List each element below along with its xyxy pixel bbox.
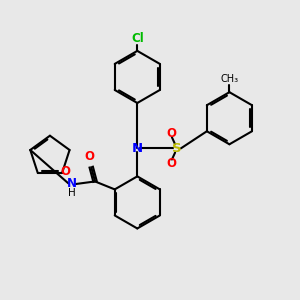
Text: O: O bbox=[166, 157, 176, 170]
Text: O: O bbox=[166, 127, 176, 140]
Text: H: H bbox=[68, 188, 76, 198]
Text: O: O bbox=[85, 150, 94, 163]
Text: N: N bbox=[67, 178, 77, 190]
Text: S: S bbox=[172, 142, 182, 155]
Text: Cl: Cl bbox=[131, 32, 144, 45]
Text: CH₃: CH₃ bbox=[220, 74, 238, 84]
Text: N: N bbox=[132, 142, 143, 155]
Text: O: O bbox=[61, 165, 71, 178]
